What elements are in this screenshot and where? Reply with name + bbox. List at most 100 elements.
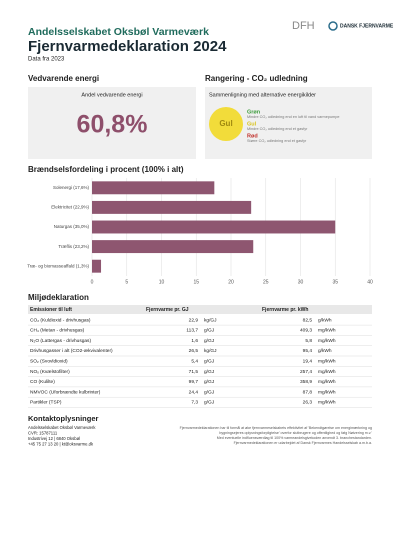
cell-name: NOₓ (Kvælstofilter) [30,369,70,375]
cell-unit: g/GJ [204,338,215,344]
cell-unit: g/GJ [204,400,215,406]
y-tick-label: Elektricitet (22,9%) [51,205,89,210]
cell-value: 99,7 [189,379,199,385]
cell-unit: g/kWh [318,348,332,354]
cell-unit: g/GJ [204,379,215,385]
cell-value: 24,4 [189,389,199,395]
x-tick-label: 40 [367,279,373,285]
x-tick-label: 20 [228,279,234,285]
cell-name: CO₂ (Kuldioxid - drivhusgas) [30,317,91,323]
cell-value: 257,4 [300,369,312,375]
cell-name: Drivhusgasser i alt (CO2-ækvivalenter) [30,348,113,354]
cell-unit: g/kWh [318,317,332,323]
cell-value: 7,3 [191,400,198,406]
y-tick-label: Solenergi (17,6%) [53,185,90,190]
x-tick-label: 35 [332,279,338,285]
level-name: Grøn [247,109,261,115]
cell-value: 358,9 [300,379,312,385]
y-tick-label: Træ- og biomasseaffald (1,3%) [27,263,89,268]
cell-value: 5,4 [191,358,198,364]
cell-unit: mg/kWh [318,379,336,385]
level-name: Gul [247,121,257,127]
x-tick-label: 30 [298,279,304,285]
cell-name: CH₄ (Metan - drivhusgas) [30,328,85,334]
cell-name: SO₂ (Svovldioxid) [30,358,68,364]
cell-unit: kg/GJ [204,317,217,323]
cell-unit: mg/kWh [318,338,336,344]
note-line: Fjernvarmedeklarationen er udarbejdet af… [234,441,372,445]
section-heading: Brændselsfordeling i procent (100% i alt… [28,165,184,174]
level-description: Mindre CO₂ udledning end et gasfyr [247,127,308,131]
bar [92,240,254,254]
bar [92,220,336,234]
y-tick-label: Naturgas (35,0%) [54,224,90,229]
cell-unit: g/GJ [204,358,215,364]
level-description: Mindre CO₂ udledning end en luft til van… [247,115,339,119]
x-tick-label: 0 [91,279,94,285]
logo-dfh: DFH [292,20,315,32]
cell-value: 113,7 [186,328,198,334]
cell-unit: kg/GJ [204,348,217,354]
note-line: Fjernvarmedeklarationen har til formål a… [180,426,372,430]
cell-value: 26,3 [303,400,313,406]
cell-value: 1,6 [191,338,198,344]
x-tick-label: 5 [125,279,128,285]
column-header: Fjernvarme pr. kWh [262,307,308,313]
section-heading: Vedvarende energi [28,74,99,83]
y-tick-label: Træflis (23,2%) [58,244,89,249]
contact-line: CVR: 15787111 [28,431,58,436]
rating-badge [209,107,243,141]
column-header: Emissioner til luft [30,307,72,313]
note-line: bygningsejeres oplysningsforpligtelse' o… [219,431,372,435]
panel-label: Andel vedvarende energi [81,92,142,98]
panel-label: Sammenligning med alternative energikild… [209,92,316,98]
rating-label: Gul [219,119,232,128]
note-line: Med eventuelle indfluensværdiag til 100%… [217,436,372,440]
cell-unit: mg/kWh [318,389,336,395]
cell-unit: mg/kWh [318,358,336,364]
level-description: Større CO₂ udledning end et gasfyr [247,139,307,143]
x-tick-label: 15 [193,279,199,285]
cell-value: 82,5 [303,317,313,323]
section-heading: Miljødeklaration [28,293,89,302]
cell-unit: g/GJ [204,328,215,334]
cell-unit: mg/kWh [318,369,336,375]
doc-title: Fjernvarmedeklaration 2024 [28,38,227,55]
cell-unit: g/GJ [204,389,215,395]
cell-value: 409,3 [300,328,312,334]
bar [92,181,215,195]
logo-icon [328,21,338,31]
cell-value: 22,9 [189,317,199,323]
cell-unit: g/GJ [204,369,215,375]
cell-unit: mg/kWh [318,328,336,334]
panel [28,87,196,159]
bar [92,259,102,273]
cell-name: CO (Kulilte) [30,379,55,385]
contact-line: Andelsselskabet Oksbøl Varmeværk [28,425,96,430]
section-heading: Kontaktoplysninger [28,414,99,423]
renewable-share: 60,8% [77,111,148,139]
cell-value: 87,8 [303,389,313,395]
cell-name: N₂O (Lattergas - drivhusgas) [30,338,91,344]
organization: Andelsselskabet Oksbøl Varmeværk [28,26,209,38]
cell-name: Partikler (TSP) [30,400,62,406]
cell-value: 95,4 [303,348,313,354]
subtitle: Data fra 2023 [28,57,65,63]
level-name: Rød [247,133,258,139]
cell-value: 71,5 [189,369,199,375]
column-header: Fjernvarme pr. GJ [146,307,189,313]
cell-value: 26,5 [189,348,199,354]
x-tick-label: 10 [159,279,165,285]
logo-df: DANSK FJERNVARME [340,23,394,29]
contact-line: +45 75 27 13 20 | kt@oksvarme.dk [28,442,94,447]
cell-value: 19,4 [303,358,313,364]
x-tick-label: 25 [263,279,269,285]
cell-name: NMVOC (Uforbrændte kulbrinter) [30,389,101,395]
table-header [28,305,372,314]
contact-line: Industrivej 12 | 6840 Oksbøl [28,436,80,441]
cell-unit: mg/kWh [318,400,336,406]
section-heading: Rangering - CO₂ udledning [205,74,308,83]
bar [92,200,252,214]
cell-value: 5,8 [305,338,312,344]
